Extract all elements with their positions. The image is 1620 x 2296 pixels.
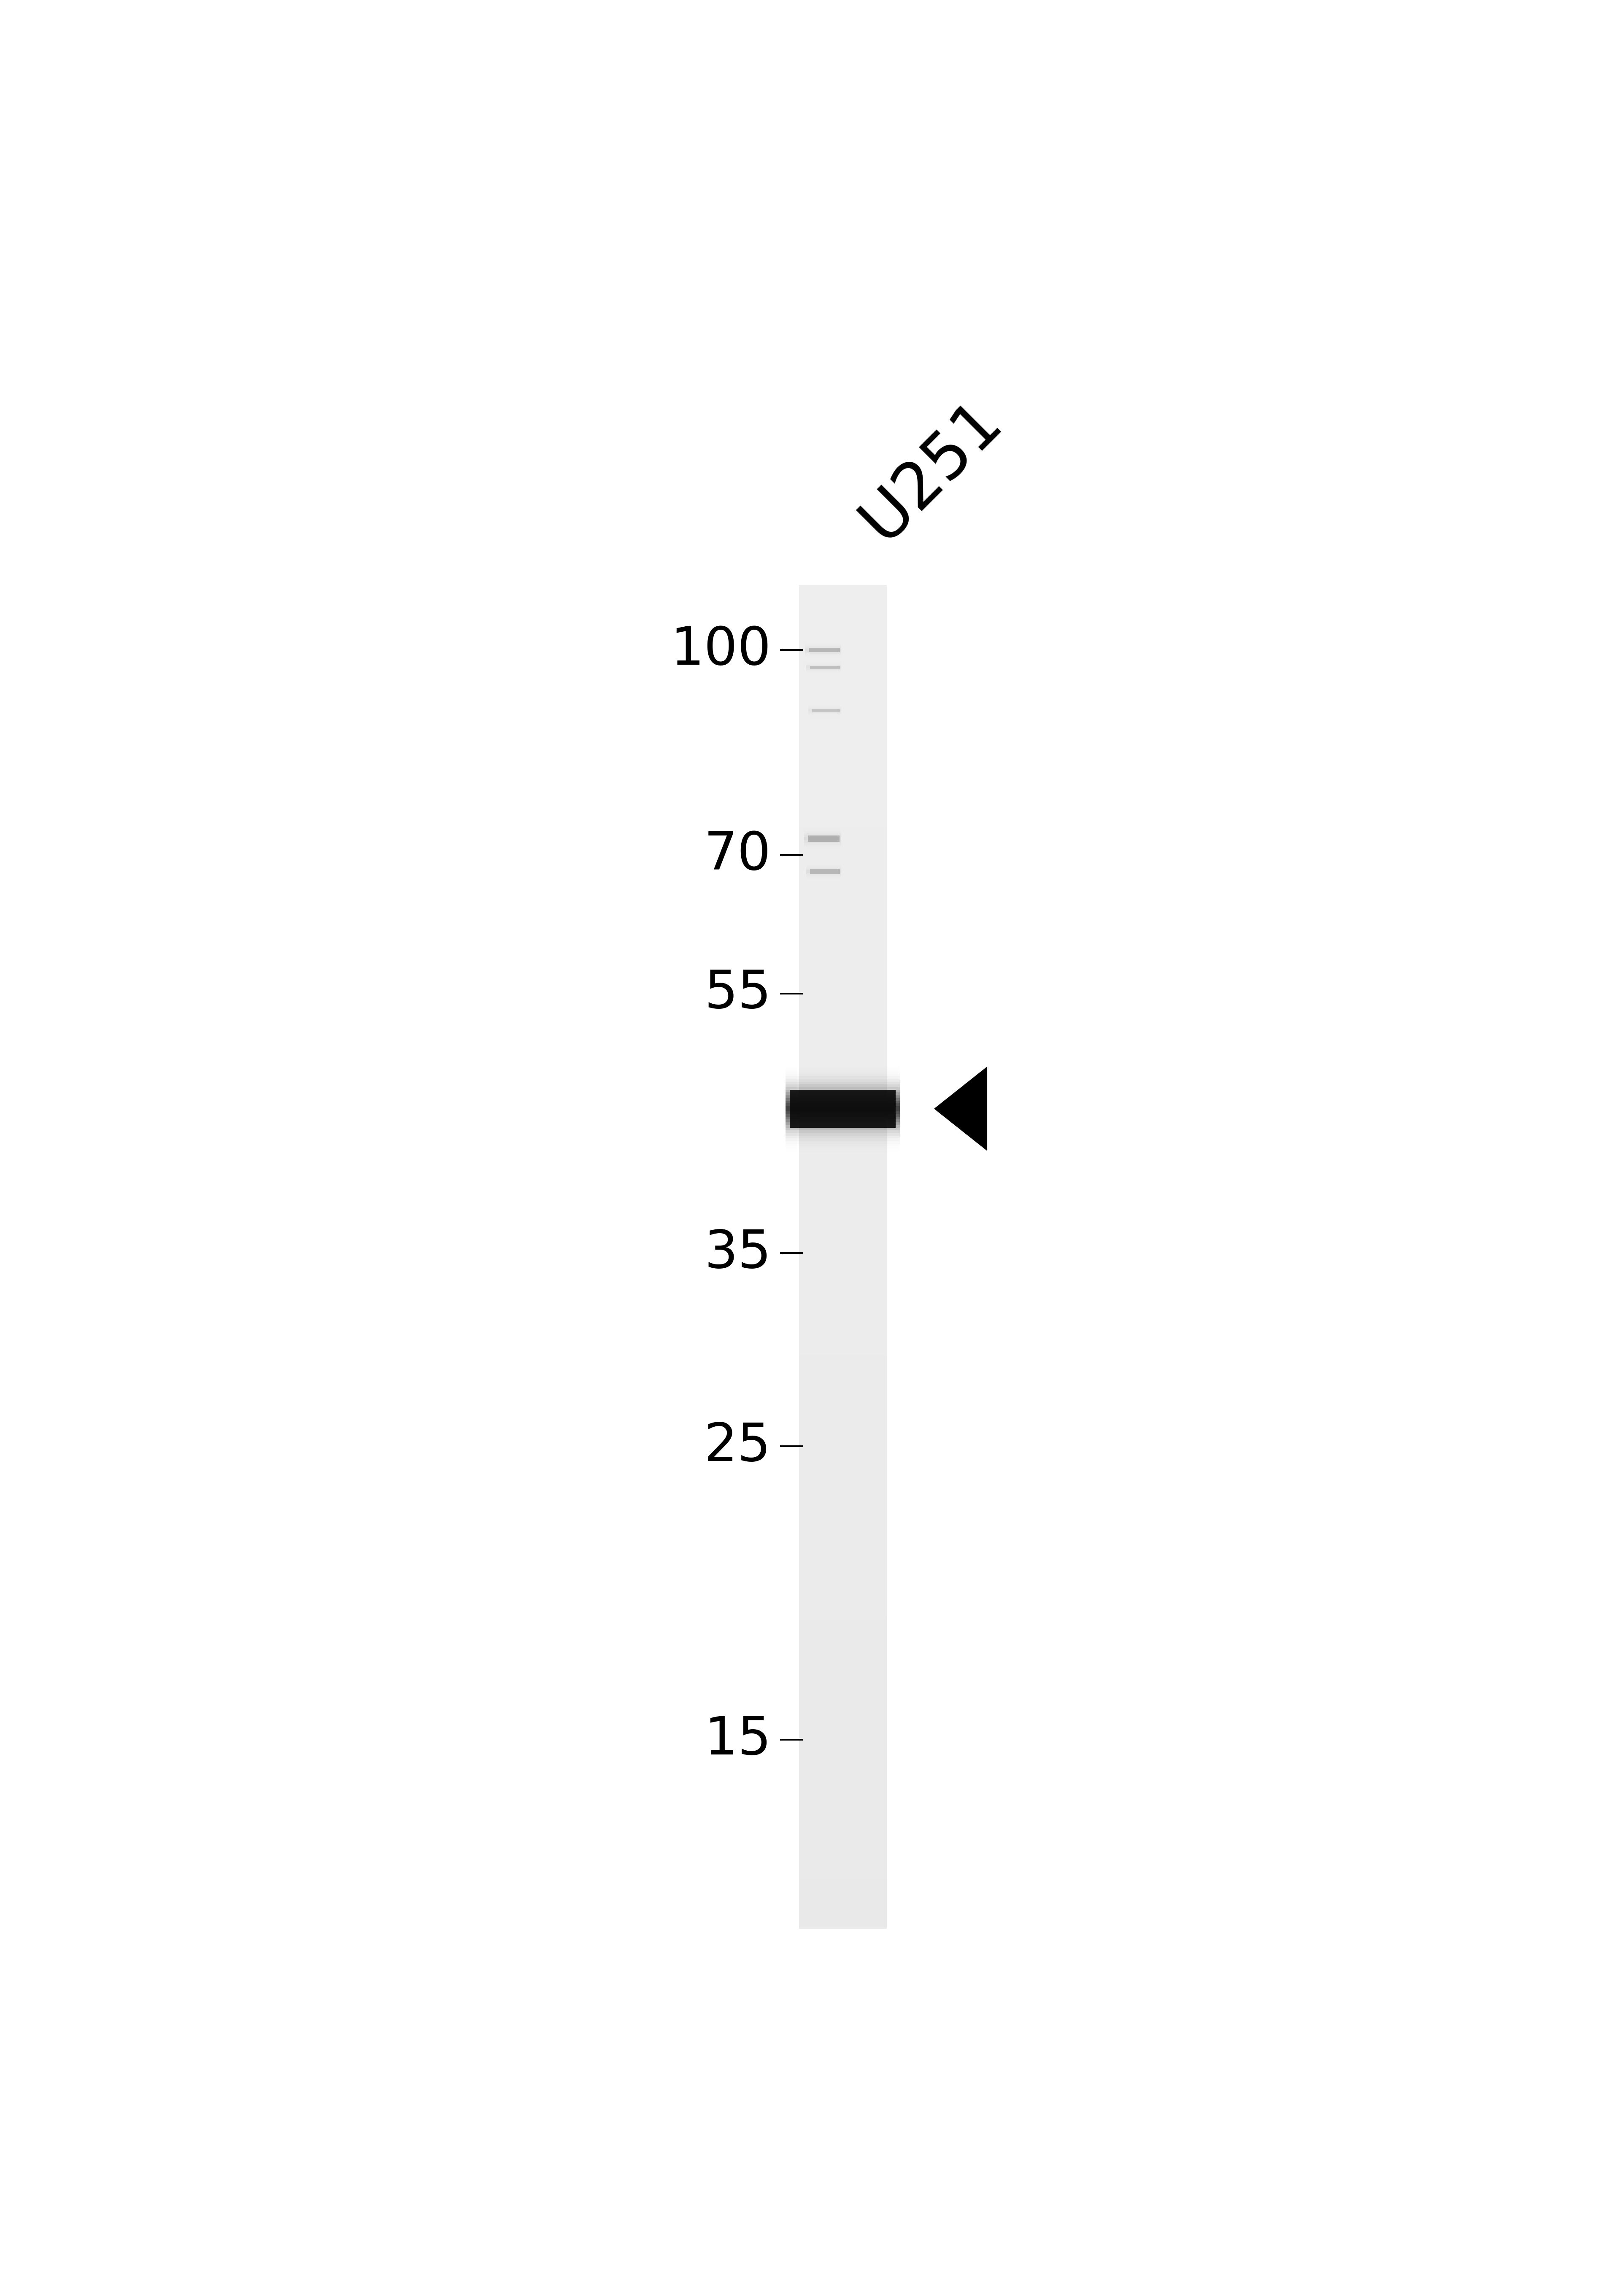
Text: 70: 70 [705, 829, 771, 879]
Text: 35: 35 [705, 1228, 771, 1279]
Text: 55: 55 [705, 969, 771, 1019]
Text: 100: 100 [671, 625, 771, 675]
Text: 15: 15 [705, 1715, 771, 1766]
Text: 25: 25 [705, 1421, 771, 1472]
Polygon shape [935, 1068, 987, 1150]
Text: U251: U251 [849, 388, 1014, 553]
